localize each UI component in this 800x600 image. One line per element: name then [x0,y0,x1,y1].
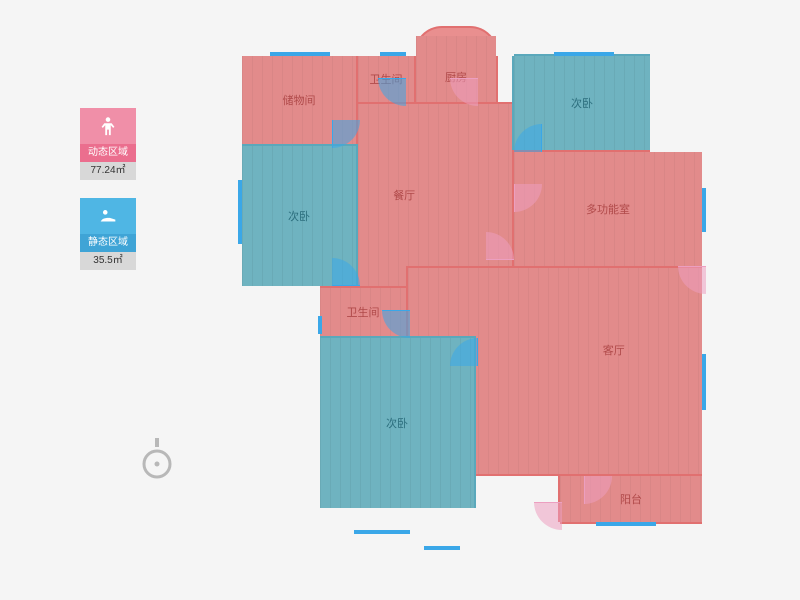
window-bar [424,546,460,550]
room-bed-s: 次卧 [318,336,476,510]
room-label: 次卧 [386,415,408,431]
compass-icon [140,438,174,485]
notch [702,26,732,578]
notch [496,26,514,56]
room-label: 次卧 [571,95,593,111]
room-label: 次卧 [288,208,310,224]
legend-static-label: 静态区域 [80,234,136,252]
room-label: 多功能室 [586,201,630,217]
room-bath1: 卫生间 [356,54,416,104]
room-balcony: 阳台 [558,474,704,524]
legend-dynamic: 动态区域 77.24㎡ [80,108,136,180]
window-bar [380,52,406,56]
room-label: 餐厅 [393,187,415,203]
room-multi: 多功能室 [512,150,704,268]
activity-icon [80,108,136,144]
window-bar [238,180,242,244]
room-label: 阳台 [620,491,642,507]
room-label: 厨房 [445,69,467,85]
legend-static: 静态区域 35.5㎡ [80,198,136,270]
notch [474,522,560,578]
room-label: 客厅 [603,342,625,358]
room-label: 卫生间 [347,304,380,320]
room-label: 储物间 [283,92,316,108]
window-bar [270,52,330,56]
window-bar [596,522,656,526]
room-bath2: 卫生间 [318,286,408,338]
rest-icon [80,198,136,234]
window-bar [554,52,614,56]
room-bed-w: 次卧 [240,144,358,288]
window-bar [702,188,706,232]
room-dining: 餐厅 [356,102,514,288]
floorplan: 餐厅 客厅 储物间 卫生间 厨房 次卧 次卧 多功能室 卫生间 次卧 阳台 [228,26,732,578]
room-kitchen: 厨房 [414,36,498,104]
window-bar [702,354,706,410]
window-bar [318,316,322,334]
legend-dynamic-label: 动态区域 [80,144,136,162]
room-bed-ne: 次卧 [512,54,652,152]
legend-dynamic-value: 77.24㎡ [80,162,136,180]
window-bar [354,530,410,534]
room-storage: 储物间 [240,54,358,146]
notch [228,286,320,578]
room-label: 卫生间 [370,71,403,87]
notch [316,508,478,578]
legend-panel: 动态区域 77.24㎡ 静态区域 35.5㎡ [80,108,136,288]
legend-static-value: 35.5㎡ [80,252,136,270]
